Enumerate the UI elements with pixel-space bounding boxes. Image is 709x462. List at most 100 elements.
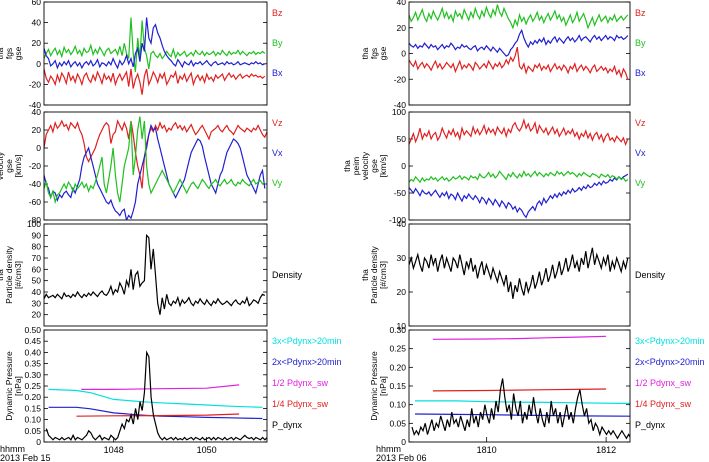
ytick-label: 90 [32,230,42,240]
ytick-label: -20 [394,74,407,84]
ytick-label: 0.25 [389,344,406,354]
series-line-3x-pdynx-20min [48,388,263,408]
ytick-label: 40 [397,0,407,7]
ytick-label: 0.20 [389,362,406,372]
panel-frame [408,111,631,221]
series-line-bz [409,46,629,80]
y-axis-label: velocity [0,151,5,180]
legend-entry: Vy [272,178,283,188]
legend-entry: By [635,38,646,48]
series-line-1-4-pdynx-sw [76,413,240,417]
series-line-bx [44,17,266,70]
series-line-p-dynx [45,350,267,441]
ytick-label: 0 [401,437,406,447]
ytick-label: 0.15 [389,381,406,391]
panel-frame [408,223,631,327]
ytick-label: 0 [36,437,41,447]
ytick-label: 20 [32,125,42,135]
legend-entry: 2x<Pdynx>20min [635,357,705,367]
ytick-label: 80 [32,242,42,252]
ytick-label: -100 [389,215,406,225]
left-hhmm-label: hhmm [0,444,25,454]
legend-entry: Vz [272,118,283,128]
ytick-label: 0.25 [24,381,41,391]
panel-R3: 10 20 30 40 tha Particle density [#/cm3] Densit… [360,219,666,331]
panel-L1: -40 -20 0 20 40 60 tha fgs gse Bz By Bx [0,0,283,110]
xtick-label: 1810 [477,445,497,455]
y-axis-label: velocity [360,151,370,180]
xtick-label: 1048 [104,445,124,455]
ytick-label: 0.05 [24,426,41,436]
legend-entry: Bx [272,68,283,78]
ytick-label: 40 [32,287,42,297]
series-line-vy [409,169,629,184]
series-line-vz [44,119,267,189]
y-axis-label: tha [0,47,5,59]
ytick-label: -40 [29,100,42,110]
panel-frame [43,223,268,327]
y-axis-label: [km/s] [378,155,388,178]
legend-entry: Vz [635,118,646,128]
legend-entry: Density [635,270,666,280]
ytick-label: 0.30 [389,325,406,335]
series-line-2x-pdynx-20min [414,413,630,417]
y-axis-label: Dynamic Pressure [369,351,379,421]
series-line-vz [409,117,629,147]
legend-entry: 1/4 Pdynx_sw [272,399,329,409]
ytick-label: -50 [394,188,407,198]
xtick-label: 1050 [197,445,217,455]
panel-L2: -80-60-40-2002040thapeimvelocitygse[km/s… [0,107,283,225]
panel-R4: 0 0.05 0.10 0.15 0.20 0.25 0.30 1810 1812 Dynamic… [369,325,705,455]
y-axis-label: [nPa] [378,376,388,396]
ytick-label: -60 [29,197,42,207]
series-line-vy [44,116,266,205]
y-axis-label: fgs [4,48,14,59]
ytick-label: -20 [29,79,42,89]
y-axis-label: [#/cm3] [378,261,388,289]
xtick-label: 1812 [596,445,616,455]
y-axis-label: gse [378,46,388,60]
panel-frame [43,111,268,221]
ytick-label: 30 [32,298,42,308]
y-axis-label: fgs [369,48,379,59]
ytick-label: 40 [32,107,42,117]
ytick-label: 50 [397,134,407,144]
ytick-label: 60 [32,264,42,274]
series-line-density [409,247,629,299]
series-line-1-2-pdynx-sw [432,335,607,340]
ytick-label: -20 [29,161,42,171]
legend-entry: 2x<Pdynx>20min [272,357,342,367]
series-line-3x-pdynx-20min [415,400,630,405]
legend-entry: Density [272,270,303,280]
y-axis-label: gse [369,159,379,173]
legend-entry: Vx [272,148,283,158]
ytick-label: 0 [36,143,41,153]
legend-entry: 1/2 Pdynx_sw [272,378,329,388]
series-line-by [409,4,629,30]
legend-entry: 3x<Pdynx>20min [635,336,705,346]
right-hhmm-label: hhmm [376,444,401,454]
ytick-label: 0 [36,59,41,69]
legend-entry: P_dynx [272,420,303,430]
ytick-label: 10 [397,321,407,331]
panel-frame [408,1,631,106]
series-line-density [44,233,266,315]
series-line-bz [44,68,266,95]
y-axis-label: peim [351,157,361,175]
series-line-2x-pdynx-20min [48,406,263,420]
y-axis-label: gse [4,159,14,173]
ytick-label: 0.05 [389,418,406,428]
ytick-label: 0.35 [24,359,41,369]
panel-R2: -100 -50 0 50 100 tha peim velocity gse [km/s] Vz V… [342,107,646,225]
ytick-label: 0 [401,49,406,59]
ytick-label: 100 [27,219,41,229]
ytick-label: -40 [29,179,42,189]
panel-frame [43,1,268,106]
ytick-label: 0.20 [24,392,41,402]
ytick-label: 20 [397,23,407,33]
y-axis-label: tha [360,47,370,59]
y-axis-label: Dynamic Pressure [4,351,14,421]
y-axis-label: tha [360,269,370,281]
legend-entry: 3x<Pdynx>20min [272,336,342,346]
